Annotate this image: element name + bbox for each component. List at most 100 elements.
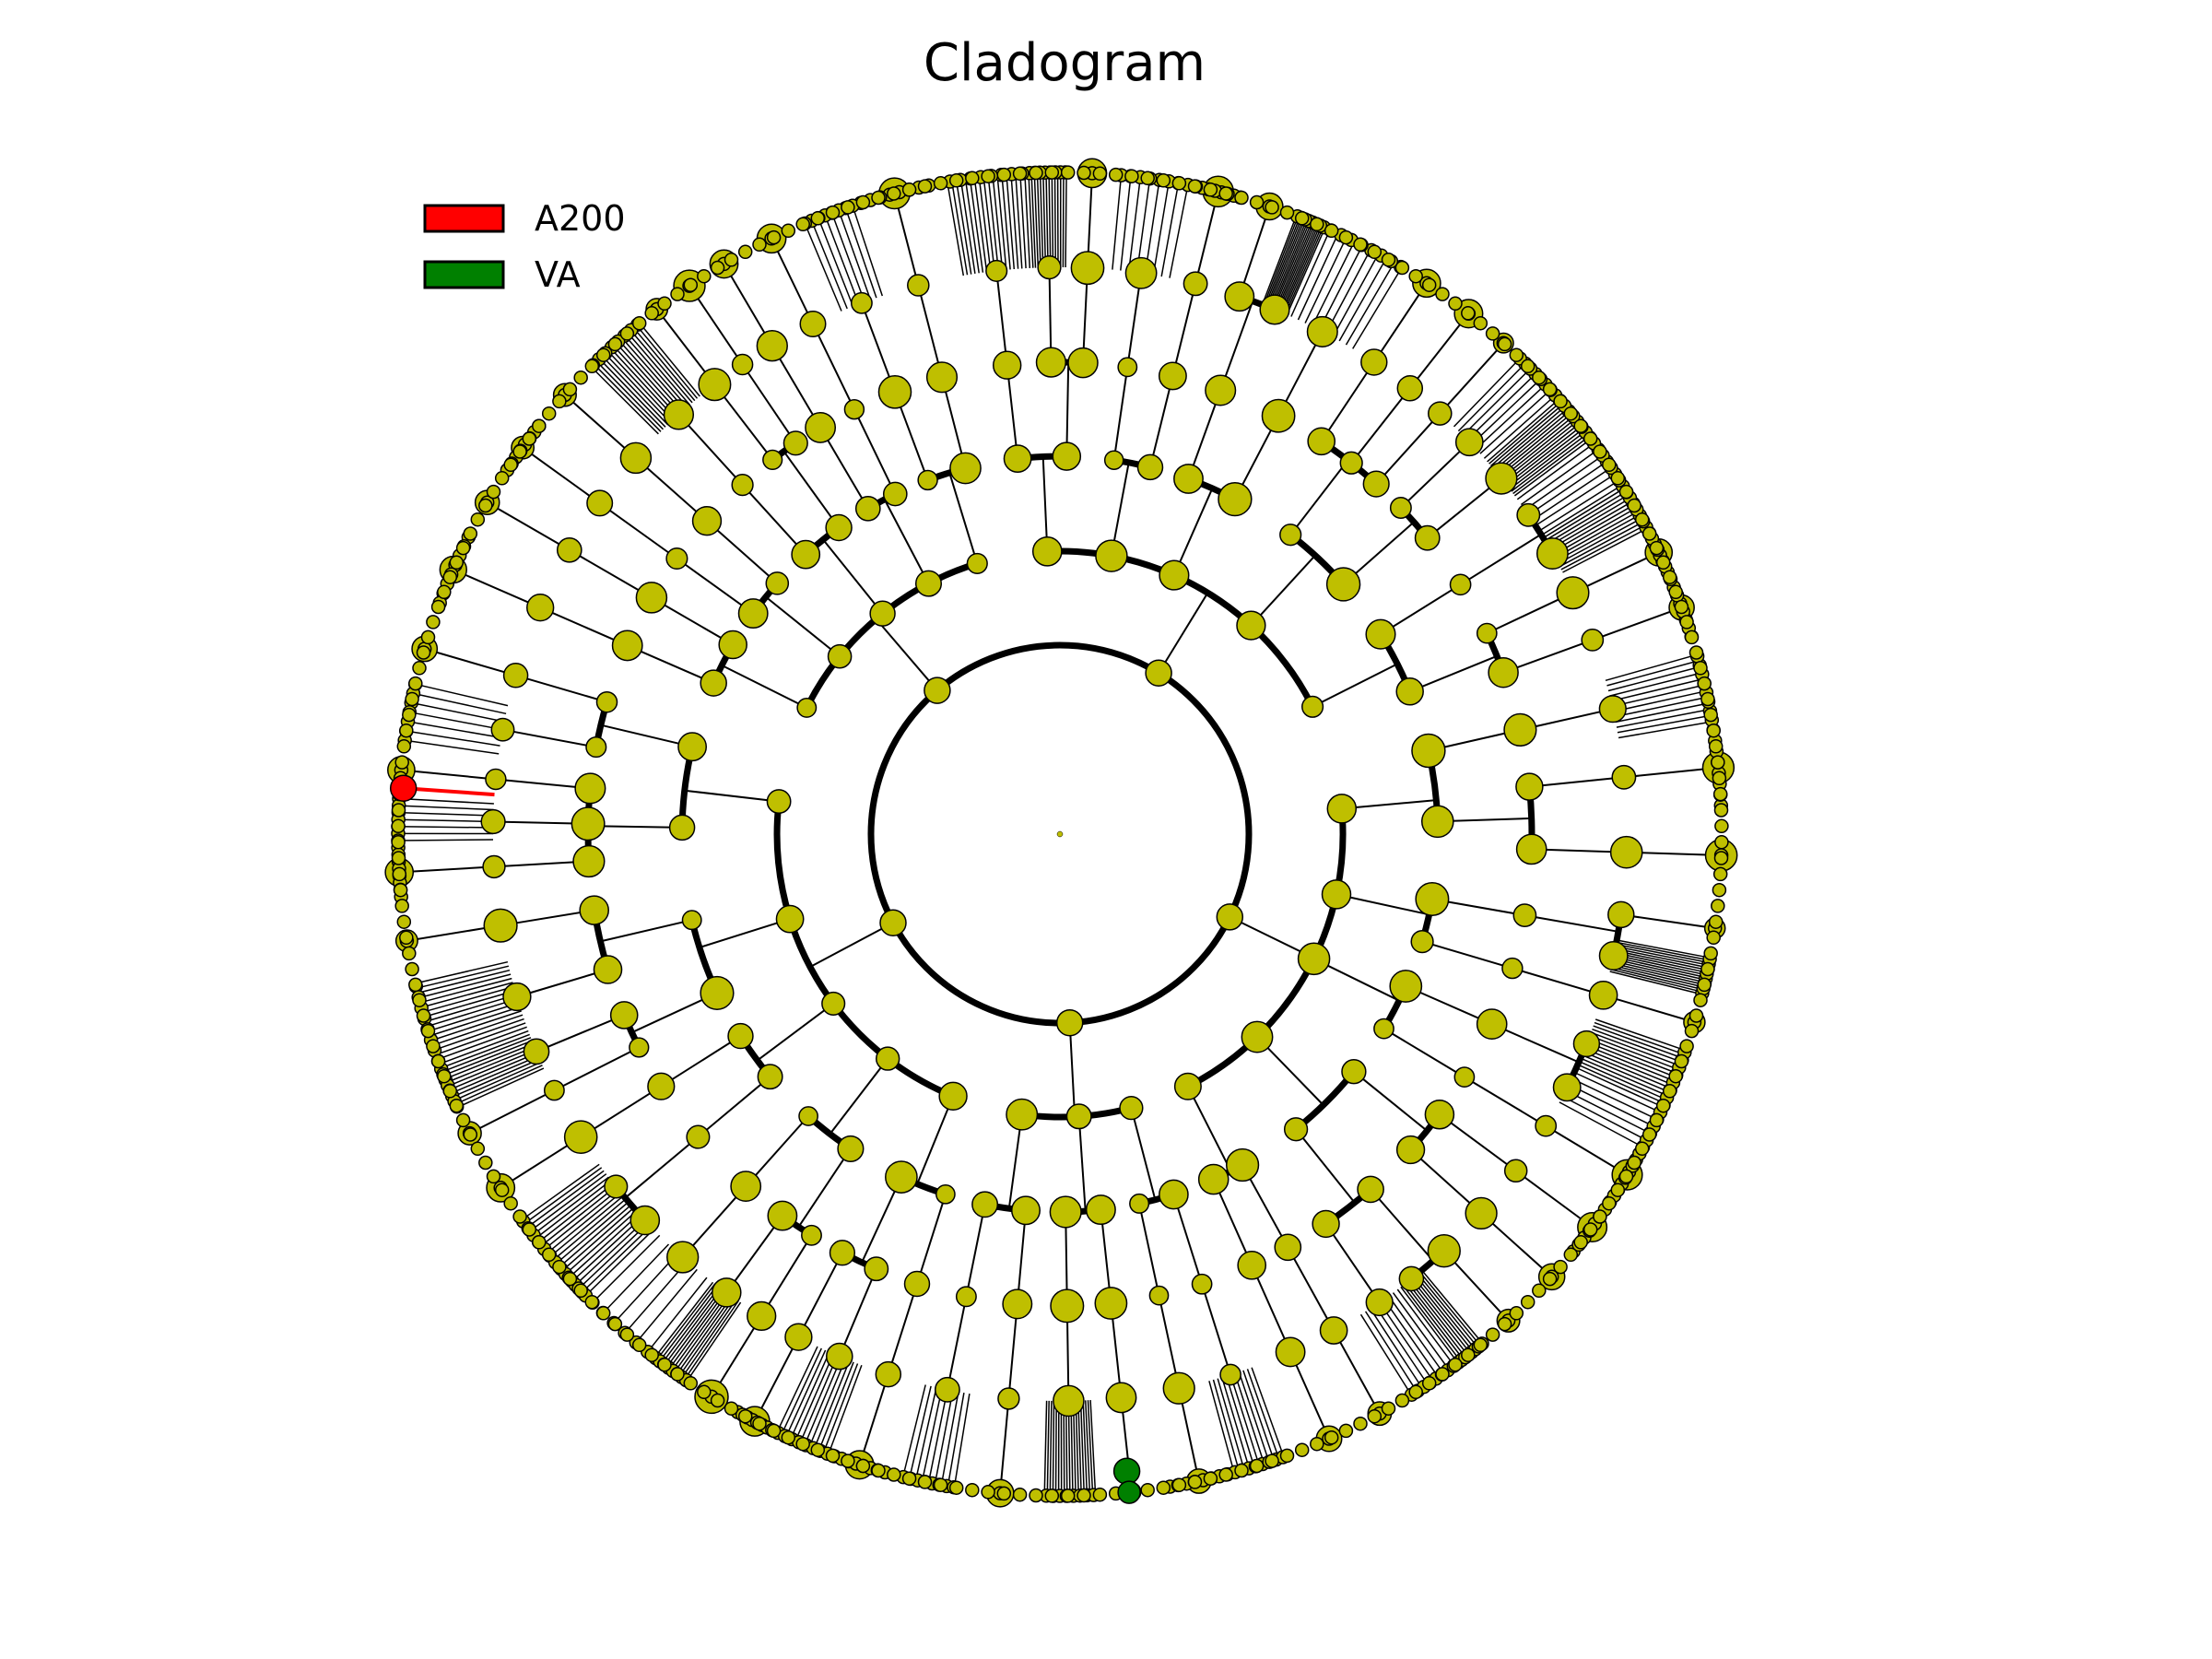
clade-node xyxy=(869,600,896,627)
top-clade-node xyxy=(1216,903,1244,931)
fan-edge xyxy=(627,332,690,406)
fan-edge xyxy=(686,1301,742,1382)
branch-edge xyxy=(1324,1223,1381,1303)
fan-edge xyxy=(973,177,988,273)
boundary-leaf-node xyxy=(1714,818,1729,834)
clade-node xyxy=(1225,1147,1260,1182)
branch-edge xyxy=(1350,387,1411,464)
fan-edge xyxy=(456,1067,545,1109)
boundary-leaf-node xyxy=(683,277,699,292)
boundary-leaf-node xyxy=(1532,1283,1547,1299)
boundary-leaf-node xyxy=(644,1347,659,1362)
fan-edge xyxy=(950,181,969,276)
boundary-leaf-node xyxy=(1324,1430,1339,1445)
boundary-leaf-node xyxy=(408,977,423,993)
fan-edge xyxy=(969,178,984,273)
clade-node xyxy=(700,669,727,697)
fan-edge xyxy=(681,1299,737,1378)
fan-edge xyxy=(996,175,1007,270)
boundary-leaf-node xyxy=(1156,1480,1171,1495)
fan-edge xyxy=(1225,1375,1255,1467)
fan-edge xyxy=(1283,226,1323,314)
clade-node xyxy=(1395,1135,1426,1165)
fan-node xyxy=(502,982,532,1012)
branch-edge xyxy=(797,1252,843,1338)
branch-edge xyxy=(1149,375,1174,468)
fan-edge xyxy=(1024,172,1031,268)
boundary-leaf-node xyxy=(1265,1453,1279,1468)
fan-edge xyxy=(1273,220,1311,310)
fan-edge xyxy=(664,1288,723,1366)
fan-edge xyxy=(1246,1369,1280,1459)
fan-edge xyxy=(397,839,494,841)
boundary-leaf-node xyxy=(737,244,753,260)
fan-edge xyxy=(666,1289,724,1368)
branch-edge xyxy=(1400,441,1470,509)
fan-edge xyxy=(1609,971,1702,995)
clade-node xyxy=(1095,539,1128,572)
fan-edge xyxy=(1590,1031,1680,1067)
branch-edge xyxy=(1421,940,1513,970)
clade-node xyxy=(1236,610,1266,641)
fan-node xyxy=(663,399,695,430)
clade-node xyxy=(1588,980,1618,1010)
boundary-leaf-node xyxy=(1697,676,1712,691)
fan-edge xyxy=(1556,514,1641,562)
fan-edge xyxy=(824,215,860,305)
branch-edge xyxy=(1524,914,1618,933)
clade-node xyxy=(1512,903,1537,927)
fan-edge xyxy=(559,1204,632,1268)
boundary-leaf-node xyxy=(1485,326,1500,341)
clade-node xyxy=(1503,1159,1528,1183)
fan-edge xyxy=(1453,358,1521,428)
fan-edge xyxy=(668,1291,726,1370)
clade-node xyxy=(1476,622,1498,644)
boundary-leaf-node xyxy=(595,347,611,362)
branch-edge xyxy=(1238,206,1271,298)
highlight-node-va xyxy=(1112,1457,1141,1485)
clade-node xyxy=(1173,464,1204,494)
fan-edge xyxy=(618,340,683,412)
branch-edge xyxy=(515,674,607,703)
clade-node xyxy=(611,629,643,662)
branch-edge xyxy=(1515,1170,1594,1229)
boundary-leaf-node xyxy=(1563,1247,1579,1263)
boundary-leaf-node xyxy=(437,1068,452,1084)
fan-edge xyxy=(1075,1400,1079,1496)
fan-edge xyxy=(1559,1101,1643,1148)
boundary-leaf-node xyxy=(737,1408,753,1424)
fan-edge xyxy=(1415,1275,1477,1350)
fan-edge xyxy=(1606,660,1700,687)
branch-edge xyxy=(677,414,744,486)
fan-edge xyxy=(1410,1277,1471,1354)
boundary-leaf-node xyxy=(1708,739,1724,754)
fan-edge xyxy=(964,179,980,274)
boundary-leaf-node xyxy=(405,961,419,977)
fan-edge xyxy=(927,1389,948,1483)
fan-edge xyxy=(430,1010,522,1041)
fan-edge xyxy=(1616,708,1711,728)
boundary-leaf-node xyxy=(933,1477,948,1492)
boundary-leaf-node xyxy=(1448,296,1463,312)
highlight-node-a200 xyxy=(389,774,418,802)
clade-node xyxy=(1031,535,1063,567)
fan-edge xyxy=(1304,237,1347,324)
clade-node xyxy=(1035,347,1067,378)
fan-edge xyxy=(1010,173,1019,269)
branch-edge xyxy=(797,1147,852,1228)
fan-edge xyxy=(538,1182,615,1243)
clade-node xyxy=(747,1300,777,1332)
boundary-leaf-node xyxy=(470,1141,486,1157)
branch-edge xyxy=(995,270,1008,366)
boundary-leaf-node xyxy=(522,1222,537,1237)
fan-edge xyxy=(1589,1034,1679,1071)
fan-node xyxy=(480,808,506,835)
fan-edge xyxy=(1615,946,1709,966)
fan-edge xyxy=(1379,1301,1434,1382)
boundary-leaf-node xyxy=(810,211,826,226)
boundary-leaf-node xyxy=(1712,866,1728,882)
fan-edge xyxy=(612,345,678,417)
boundary-leaf-node xyxy=(1140,1482,1155,1498)
boundary-leaf-node xyxy=(710,1393,725,1408)
fan-edge xyxy=(574,1219,646,1286)
